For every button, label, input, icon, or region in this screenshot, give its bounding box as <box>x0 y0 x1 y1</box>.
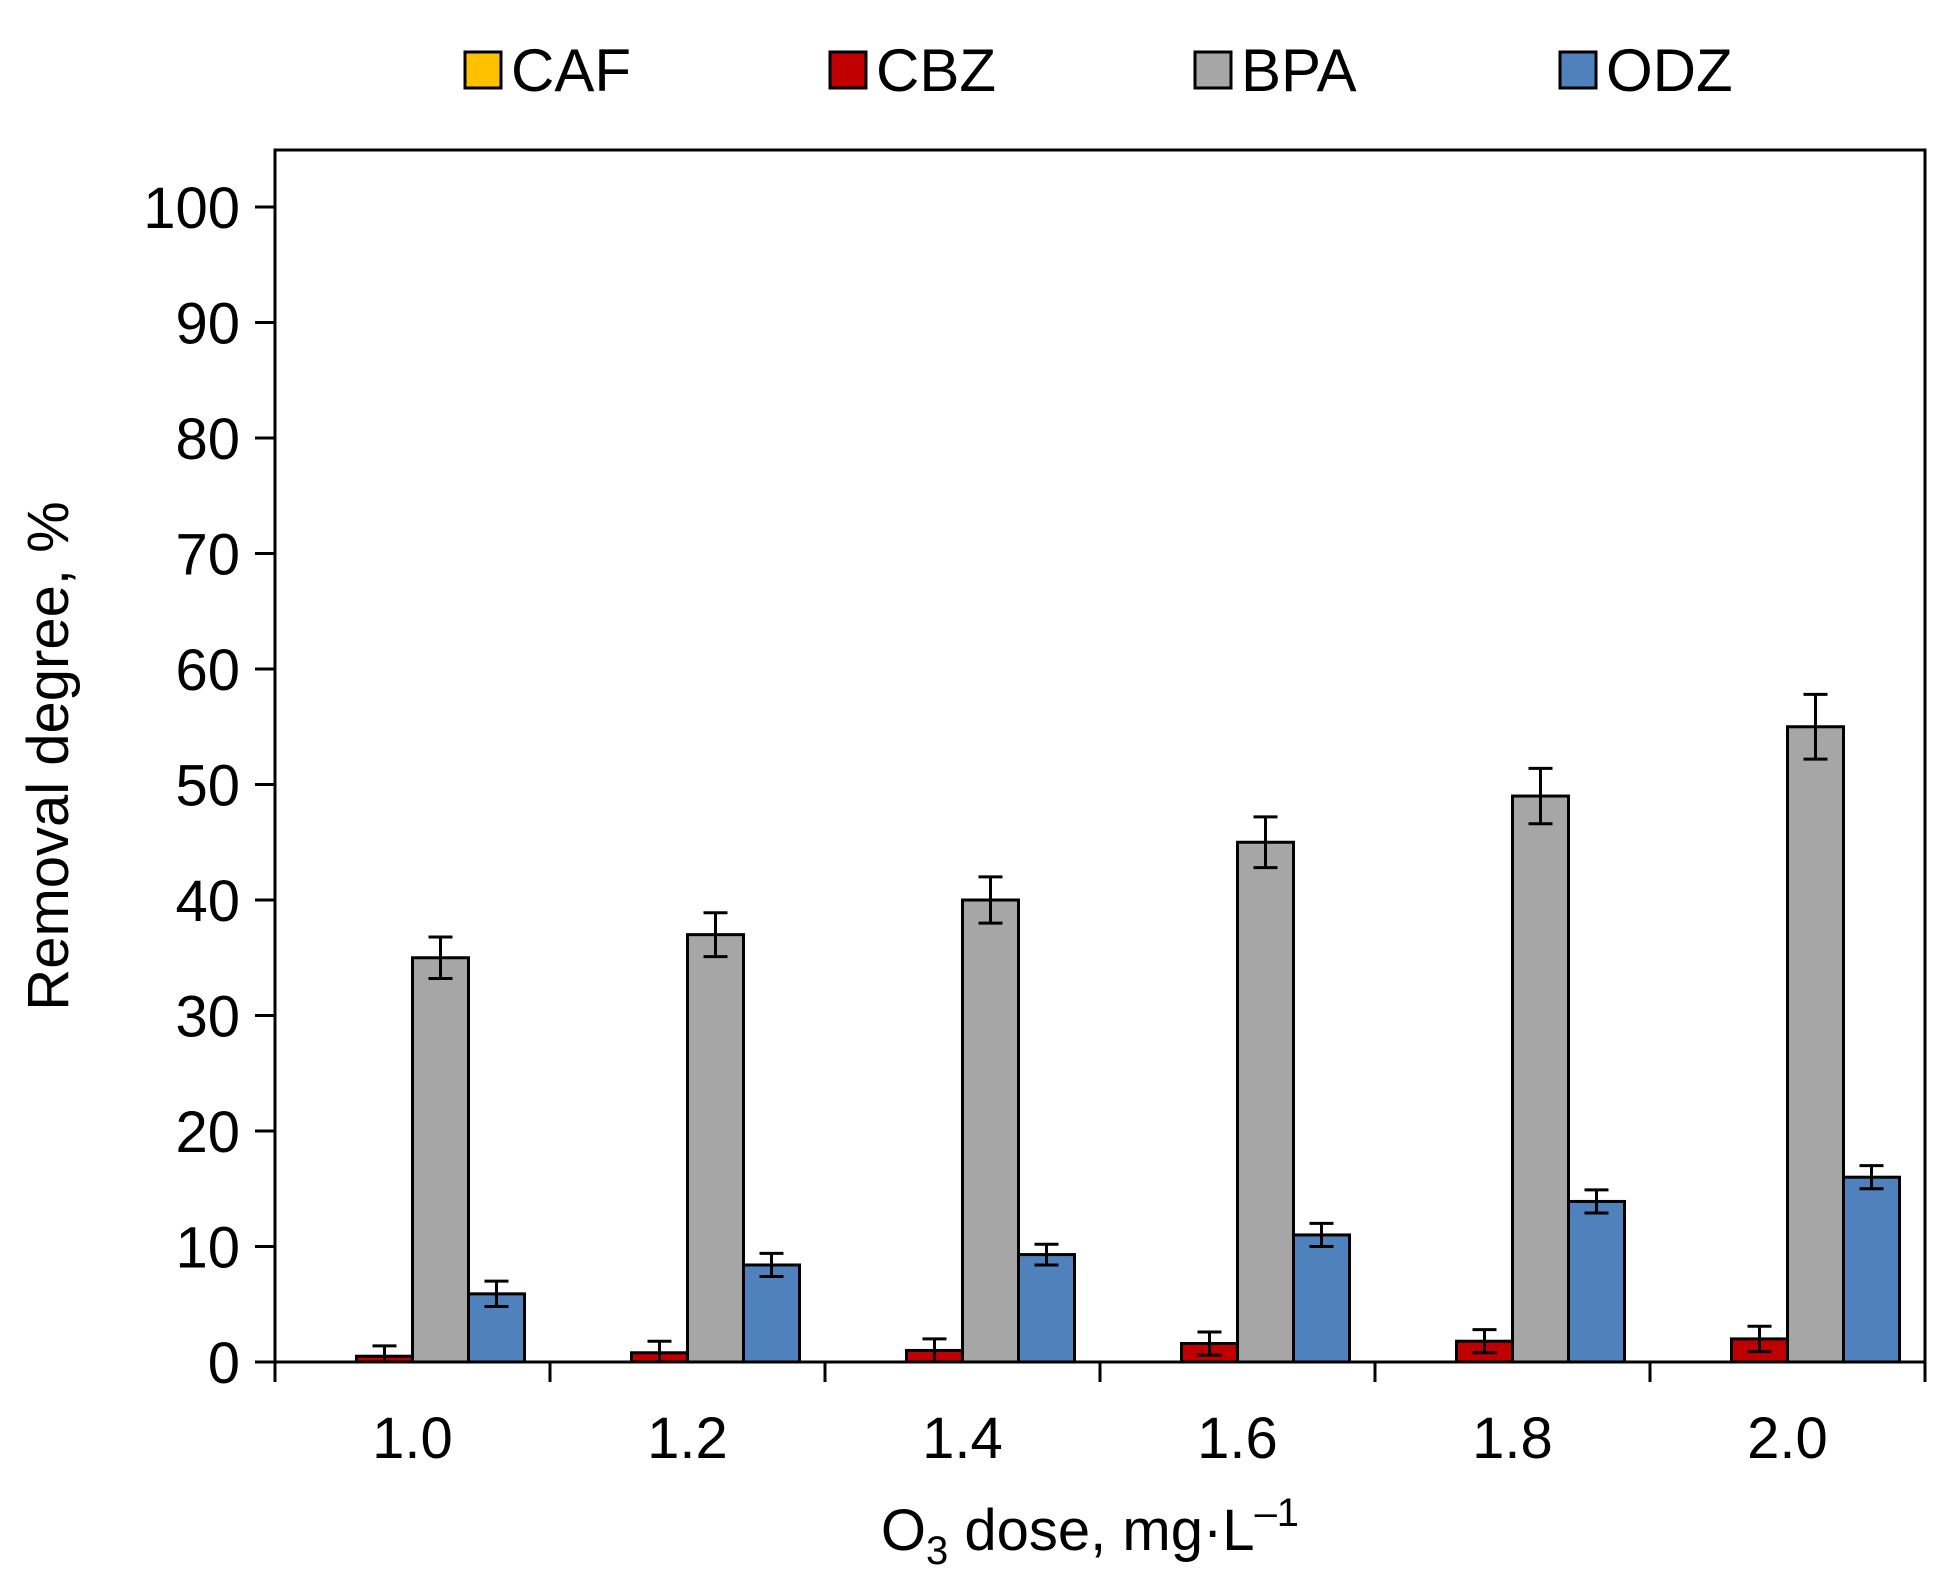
y-tick-label: 50 <box>175 754 240 819</box>
error-bar-layer <box>372 692 1884 1364</box>
bar-bpa <box>1786 725 1845 1364</box>
bar-bpa <box>1236 840 1295 1364</box>
legend-swatch-bpa <box>1193 50 1233 90</box>
legend-label-odz: ODZ <box>1606 37 1733 104</box>
bar-odz <box>1567 1199 1626 1364</box>
y-tick-label: 80 <box>175 407 240 472</box>
x-tick-label: 1.6 <box>1197 1406 1278 1471</box>
legend-label-bpa: BPA <box>1241 37 1357 104</box>
bar-odz <box>742 1263 801 1364</box>
x-axis: 1.0 1.2 1.4 1.6 1.8 2.0 <box>273 1362 1927 1471</box>
x-tick-label: 1.0 <box>372 1406 453 1471</box>
legend-swatch-cbz <box>828 50 868 90</box>
legend-swatch-odz <box>1558 50 1598 90</box>
y-tick-label: 40 <box>175 869 240 934</box>
y-tick-label: 60 <box>175 638 240 703</box>
x-axis-label-rest: dose, mg·L <box>948 1498 1254 1563</box>
y-axis-label: Removal degree, % <box>16 501 81 1010</box>
x-tick-label: 1.4 <box>922 1406 1003 1471</box>
y-tick-label: 10 <box>175 1216 240 1281</box>
legend-label-cbz: CBZ <box>876 37 996 104</box>
y-tick-label: 30 <box>175 985 240 1050</box>
legend-swatch-caf <box>463 50 503 90</box>
legend-label-caf: CAF <box>511 37 631 104</box>
x-tick-label: 1.2 <box>647 1406 728 1471</box>
bar-odz <box>1017 1253 1076 1364</box>
y-tick-label: 100 <box>143 176 240 241</box>
bar-bpa <box>686 933 745 1364</box>
y-tick-label: 70 <box>175 523 240 588</box>
x-axis-label-superscript: –1 <box>1255 1491 1300 1535</box>
y-tick-label: 90 <box>175 292 240 357</box>
bar-layer <box>355 725 1901 1364</box>
y-tick-label: 0 <box>208 1331 240 1396</box>
bar-bpa <box>961 898 1020 1364</box>
y-axis: 0 10 20 30 40 50 60 70 80 90 100 <box>143 176 275 1396</box>
x-tick-label: 1.8 <box>1472 1406 1553 1471</box>
bar-bpa <box>411 956 470 1364</box>
bar-odz <box>1292 1233 1351 1364</box>
y-tick-label: 20 <box>175 1100 240 1165</box>
bar-odz <box>1842 1175 1901 1364</box>
x-axis-label-subscript: 3 <box>926 1529 948 1573</box>
x-tick-label: 2.0 <box>1747 1406 1828 1471</box>
plot-frame <box>273 148 1927 1364</box>
legend: CAF CBZ BPA ODZ <box>463 37 1733 104</box>
bar-bpa <box>1511 794 1570 1364</box>
x-axis-label-main: O <box>881 1498 926 1563</box>
x-axis-label: O3 dose, mg·L–1 <box>881 1491 1299 1573</box>
